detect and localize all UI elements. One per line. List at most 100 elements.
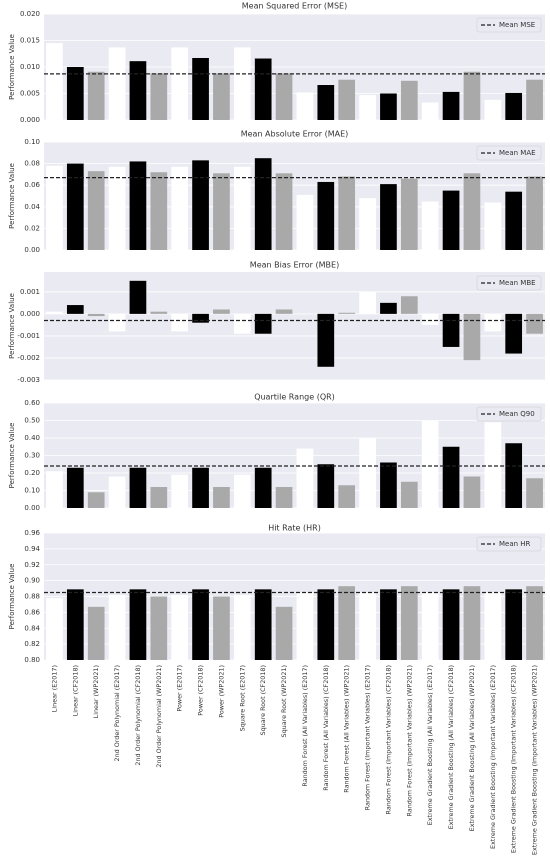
bar (484, 202, 502, 250)
bar (526, 176, 543, 250)
legend-box (476, 406, 542, 422)
bar (359, 438, 376, 508)
legend-label: Mean MBE (499, 279, 536, 287)
y-tick-label: 0.40 (24, 434, 40, 442)
bar (463, 586, 481, 660)
bar (46, 43, 63, 120)
chart-title: Mean Squared Error (MSE) (242, 2, 347, 11)
bar (526, 586, 543, 660)
bar (296, 592, 314, 660)
bar (87, 171, 105, 250)
x-tick-label: Random Forest (All Variables) (E2017) (301, 665, 309, 787)
bar (233, 47, 251, 120)
bar (400, 586, 418, 660)
y-tick-label: 0.10 (24, 138, 40, 146)
bar (171, 166, 189, 250)
bar (359, 198, 376, 250)
y-tick-label: -0.001 (17, 332, 40, 340)
bar (87, 492, 105, 508)
bar (463, 476, 481, 508)
x-tick-label: Extreme Gradient Boosting (Important Var… (531, 665, 539, 855)
bar (505, 443, 523, 508)
chart-title: Mean Bias Error (MBE) (250, 261, 339, 270)
bar (233, 594, 251, 660)
x-tick-label: Square Root (WP2021) (280, 665, 288, 737)
y-axis-label: Performance Value (8, 34, 16, 100)
y-axis-label: Performance Value (8, 564, 16, 630)
legend-box (476, 536, 542, 552)
legend-box (476, 275, 542, 291)
bar (108, 313, 126, 332)
bar (338, 176, 356, 250)
bar (192, 589, 209, 660)
bar (192, 160, 209, 250)
bar (171, 313, 189, 332)
x-tick-label: Linear (CF2018) (71, 665, 79, 716)
bar (463, 71, 481, 120)
bar (442, 589, 460, 660)
bar (338, 312, 356, 314)
bar (526, 79, 543, 120)
bar (380, 302, 397, 314)
bar (338, 586, 356, 660)
bar (46, 471, 63, 508)
chart-title: Quartile Range (QR) (254, 393, 335, 402)
bar (129, 61, 147, 120)
bar (526, 313, 543, 334)
y-tick-label: 0.005 (20, 90, 40, 98)
y-tick-label: 0.82 (24, 640, 40, 648)
bar (296, 194, 314, 250)
bar (66, 589, 84, 660)
bar (254, 158, 272, 250)
bar (171, 594, 189, 660)
bar (275, 606, 293, 660)
y-tick-label: -0.002 (17, 354, 40, 362)
bar (275, 173, 293, 250)
bar (484, 422, 502, 508)
bar (46, 165, 63, 250)
x-tick-label: Extreme Gradient Boosting (All Variables… (468, 665, 476, 831)
bar (87, 606, 105, 660)
bar (150, 73, 168, 120)
bar (359, 95, 376, 120)
bar (213, 173, 230, 250)
y-tick-label: 0.00 (24, 246, 40, 254)
legend-label: Mean MSE (499, 21, 535, 29)
bar (150, 311, 168, 314)
x-tick-label: Square Root (E2017) (238, 665, 246, 731)
bar (254, 467, 272, 508)
x-tick-label: Power (WP2021) (217, 665, 225, 718)
bar (400, 178, 418, 250)
y-tick-label: 0.00 (24, 504, 40, 512)
x-tick-label: Random Forest (Important Variables) (WP2… (405, 665, 413, 817)
y-tick-label: 0.30 (24, 452, 40, 460)
bar (296, 92, 314, 120)
bar (254, 313, 272, 334)
bar (442, 313, 460, 347)
y-tick-label: 0.96 (24, 529, 40, 537)
x-tick-label: Random Forest (Important Variables) (E20… (364, 665, 372, 810)
bar (505, 313, 523, 354)
y-tick-label: 0.08 (24, 160, 40, 168)
bar (317, 313, 335, 367)
y-tick-label: 0.94 (24, 545, 40, 553)
y-tick-label: 0.84 (24, 624, 40, 632)
bar (129, 161, 147, 250)
x-tick-label: Square Root (CF2018) (259, 665, 267, 735)
bar (254, 58, 272, 120)
bar (380, 462, 397, 508)
bar (87, 71, 105, 120)
y-tick-label: 0.000 (20, 310, 40, 318)
y-tick-label: 0.60 (24, 399, 40, 407)
bar (129, 280, 147, 314)
y-tick-label: 0.015 (20, 37, 40, 45)
bar (171, 474, 189, 508)
y-tick-label: 0.001 (20, 288, 40, 296)
x-tick-label: Random Forest (All Variables) (WP2021) (343, 665, 351, 793)
x-tick-label: Random Forest (Important Variables) (CF2… (384, 665, 392, 814)
bar (359, 592, 376, 660)
bar (317, 589, 335, 660)
legend-box (476, 17, 542, 33)
y-tick-label: 0.06 (24, 181, 40, 189)
